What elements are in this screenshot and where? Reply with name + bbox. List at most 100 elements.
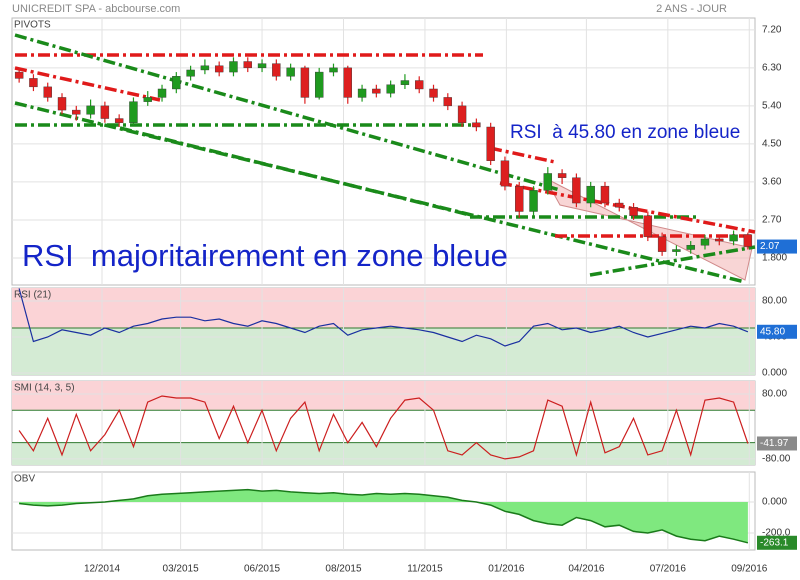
candle-body: [286, 67, 295, 77]
trend-line: [14, 66, 161, 102]
x-tick-label: 08/2015: [325, 564, 362, 575]
line: [18, 395, 749, 460]
trend-line: [119, 126, 471, 217]
annotation: RSI majoritairement en zone bleue: [22, 238, 508, 273]
area: [19, 489, 748, 543]
candle-body: [372, 88, 381, 94]
candle-body: [86, 105, 95, 115]
marks: 7.20 6.30 5.40 4.50 3.60 2.70 1.800 PIVOTS 2.07 8…: [14, 20, 797, 575]
y-tick-label: 2.70: [762, 215, 782, 226]
overbought-zone: [12, 288, 755, 328]
candle-body: [557, 173, 567, 178]
candle-body: [343, 67, 352, 98]
candle-body: [129, 101, 138, 123]
x-tick-label: 06/2015: [244, 564, 281, 575]
candle-body: [629, 207, 638, 216]
candle-body: [229, 61, 238, 73]
value-label: -41.97: [760, 438, 789, 449]
candle-body: [172, 76, 181, 90]
value-label: 2.07: [760, 241, 780, 252]
candle-body: [29, 78, 38, 88]
candle-body: [443, 97, 452, 107]
candle-body: [57, 97, 67, 111]
value-badge: [757, 239, 797, 254]
candle-body: [357, 88, 367, 98]
candle-body: [315, 71, 324, 98]
panel: [11, 17, 756, 286]
channel-top: [14, 33, 561, 192]
value-label: -263.1: [760, 537, 789, 548]
y-tick-label: 1.800: [762, 253, 787, 264]
annotation: RSI à 45.80 en zone bleue: [510, 122, 740, 143]
candle-body: [143, 97, 152, 102]
candle-body: [729, 234, 738, 242]
candle-body: [515, 185, 524, 212]
y-tick-label: 7.20: [762, 24, 782, 35]
candle-body: [657, 236, 667, 252]
x-tick-label: 07/2016: [650, 564, 687, 575]
candle-body: [186, 69, 195, 77]
candle-body: [114, 118, 124, 123]
candle-body: [214, 65, 224, 73]
overbought-zone: [12, 381, 755, 411]
candle-body: [243, 61, 252, 69]
y-tick-label: 4.50: [762, 139, 782, 150]
trend-line: [499, 181, 756, 234]
candle-body: [72, 109, 81, 115]
candle-body: [329, 67, 338, 73]
candle-body: [257, 63, 267, 69]
page-title: UNICREDIT SPA - abcbourse.com: [12, 3, 180, 15]
candle-body: [100, 105, 110, 119]
trend-line: [489, 146, 556, 164]
x-tick-label: 01/2016: [488, 564, 525, 575]
y-tick-label: 6.30: [762, 62, 782, 73]
candle-body: [615, 202, 624, 208]
y-tick-label: 80.00: [762, 296, 787, 307]
x-tick-label: 11/2015: [407, 564, 443, 575]
value-badge: [757, 535, 797, 550]
candle-body: [600, 185, 610, 204]
candle-body: [572, 177, 581, 204]
candle-body: [743, 234, 753, 247]
candle-body: [700, 238, 710, 246]
panel-title: SMI (14, 3, 5): [14, 383, 75, 394]
candle-body: [715, 238, 724, 242]
candle-body: [43, 86, 52, 98]
candle-body: [643, 215, 653, 238]
oversold-zone: [12, 327, 755, 375]
candle-body: [200, 65, 210, 71]
candle-body: [386, 84, 395, 94]
candle-body: [457, 105, 467, 123]
candle-body: [529, 190, 538, 212]
y-tick-label: -80.00: [762, 454, 791, 465]
candle-body: [157, 88, 167, 98]
x-tick-label: 12/2014: [84, 564, 121, 575]
x-tick-label: 09/2016: [731, 564, 768, 575]
candle-body: [14, 71, 24, 79]
candle-body: [429, 88, 438, 98]
y-tick-label: 5.40: [762, 101, 782, 112]
candle-body: [500, 160, 510, 187]
candle-body: [672, 249, 681, 252]
line: [19, 488, 749, 544]
y-tick-label: 3.60: [762, 177, 782, 188]
value-badge: [757, 324, 797, 339]
y-tick-label: 0.000: [762, 368, 787, 379]
trend-line: [589, 245, 756, 277]
candle-body: [686, 245, 695, 250]
backgrounds: [11, 17, 756, 551]
candle-body: [486, 126, 495, 161]
x-tick-label: 03/2015: [163, 564, 200, 575]
oversold-zone: [12, 442, 755, 465]
value-label: 45.80: [760, 326, 785, 337]
value-badge: [757, 436, 797, 451]
panel-title: PIVOTS: [14, 20, 51, 31]
candle-body: [586, 185, 595, 204]
x-tick-label: 04/2016: [568, 564, 605, 575]
candle-body: [472, 122, 481, 128]
panel-title: RSI (21): [14, 290, 51, 301]
period: 2 ANS - JOUR: [656, 3, 727, 15]
candle-body: [400, 80, 410, 85]
candle-body: [300, 67, 310, 98]
